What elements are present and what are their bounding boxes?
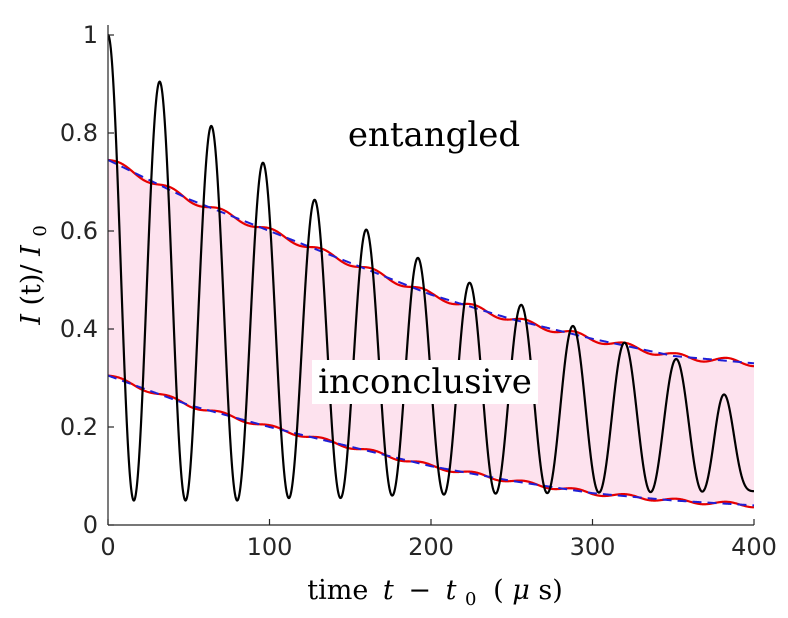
y-tick-label: 0.8 bbox=[60, 119, 98, 147]
lower-bound-fit-line bbox=[107, 374, 755, 507]
upper-bound-fit-line bbox=[107, 159, 755, 365]
y-tick-label: 0.2 bbox=[60, 413, 98, 441]
x-axis-label: time t − t 0 ( μ s) bbox=[307, 575, 563, 612]
y-tick-label: 0.6 bbox=[60, 217, 98, 245]
x-tick-label: 100 bbox=[247, 533, 293, 561]
y-tick-label: 0.4 bbox=[60, 315, 98, 343]
y-tick-label: 0 bbox=[83, 511, 98, 539]
lower-bound-line bbox=[107, 374, 755, 509]
annotation-entangled: entangled bbox=[348, 115, 520, 155]
inconclusive-region-fill bbox=[108, 159, 754, 506]
x-tick-label: 200 bbox=[408, 533, 454, 561]
y-axis-label: I (t)/ I 0 bbox=[16, 225, 51, 326]
y-tick-label: 1 bbox=[83, 21, 98, 49]
annotation-inconclusive: inconclusive bbox=[318, 362, 532, 402]
x-ticks: 0 100 200 300 400 bbox=[100, 519, 777, 561]
upper-bound-line bbox=[107, 158, 755, 368]
x-tick-label: 400 bbox=[731, 533, 777, 561]
x-tick-label: 300 bbox=[570, 533, 616, 561]
y-ticks: 0 0.2 0.4 0.6 0.8 1 bbox=[60, 21, 114, 539]
inconclusive-region bbox=[108, 159, 754, 506]
annotation-background bbox=[312, 360, 538, 404]
x-tick-label: 0 bbox=[100, 533, 115, 561]
